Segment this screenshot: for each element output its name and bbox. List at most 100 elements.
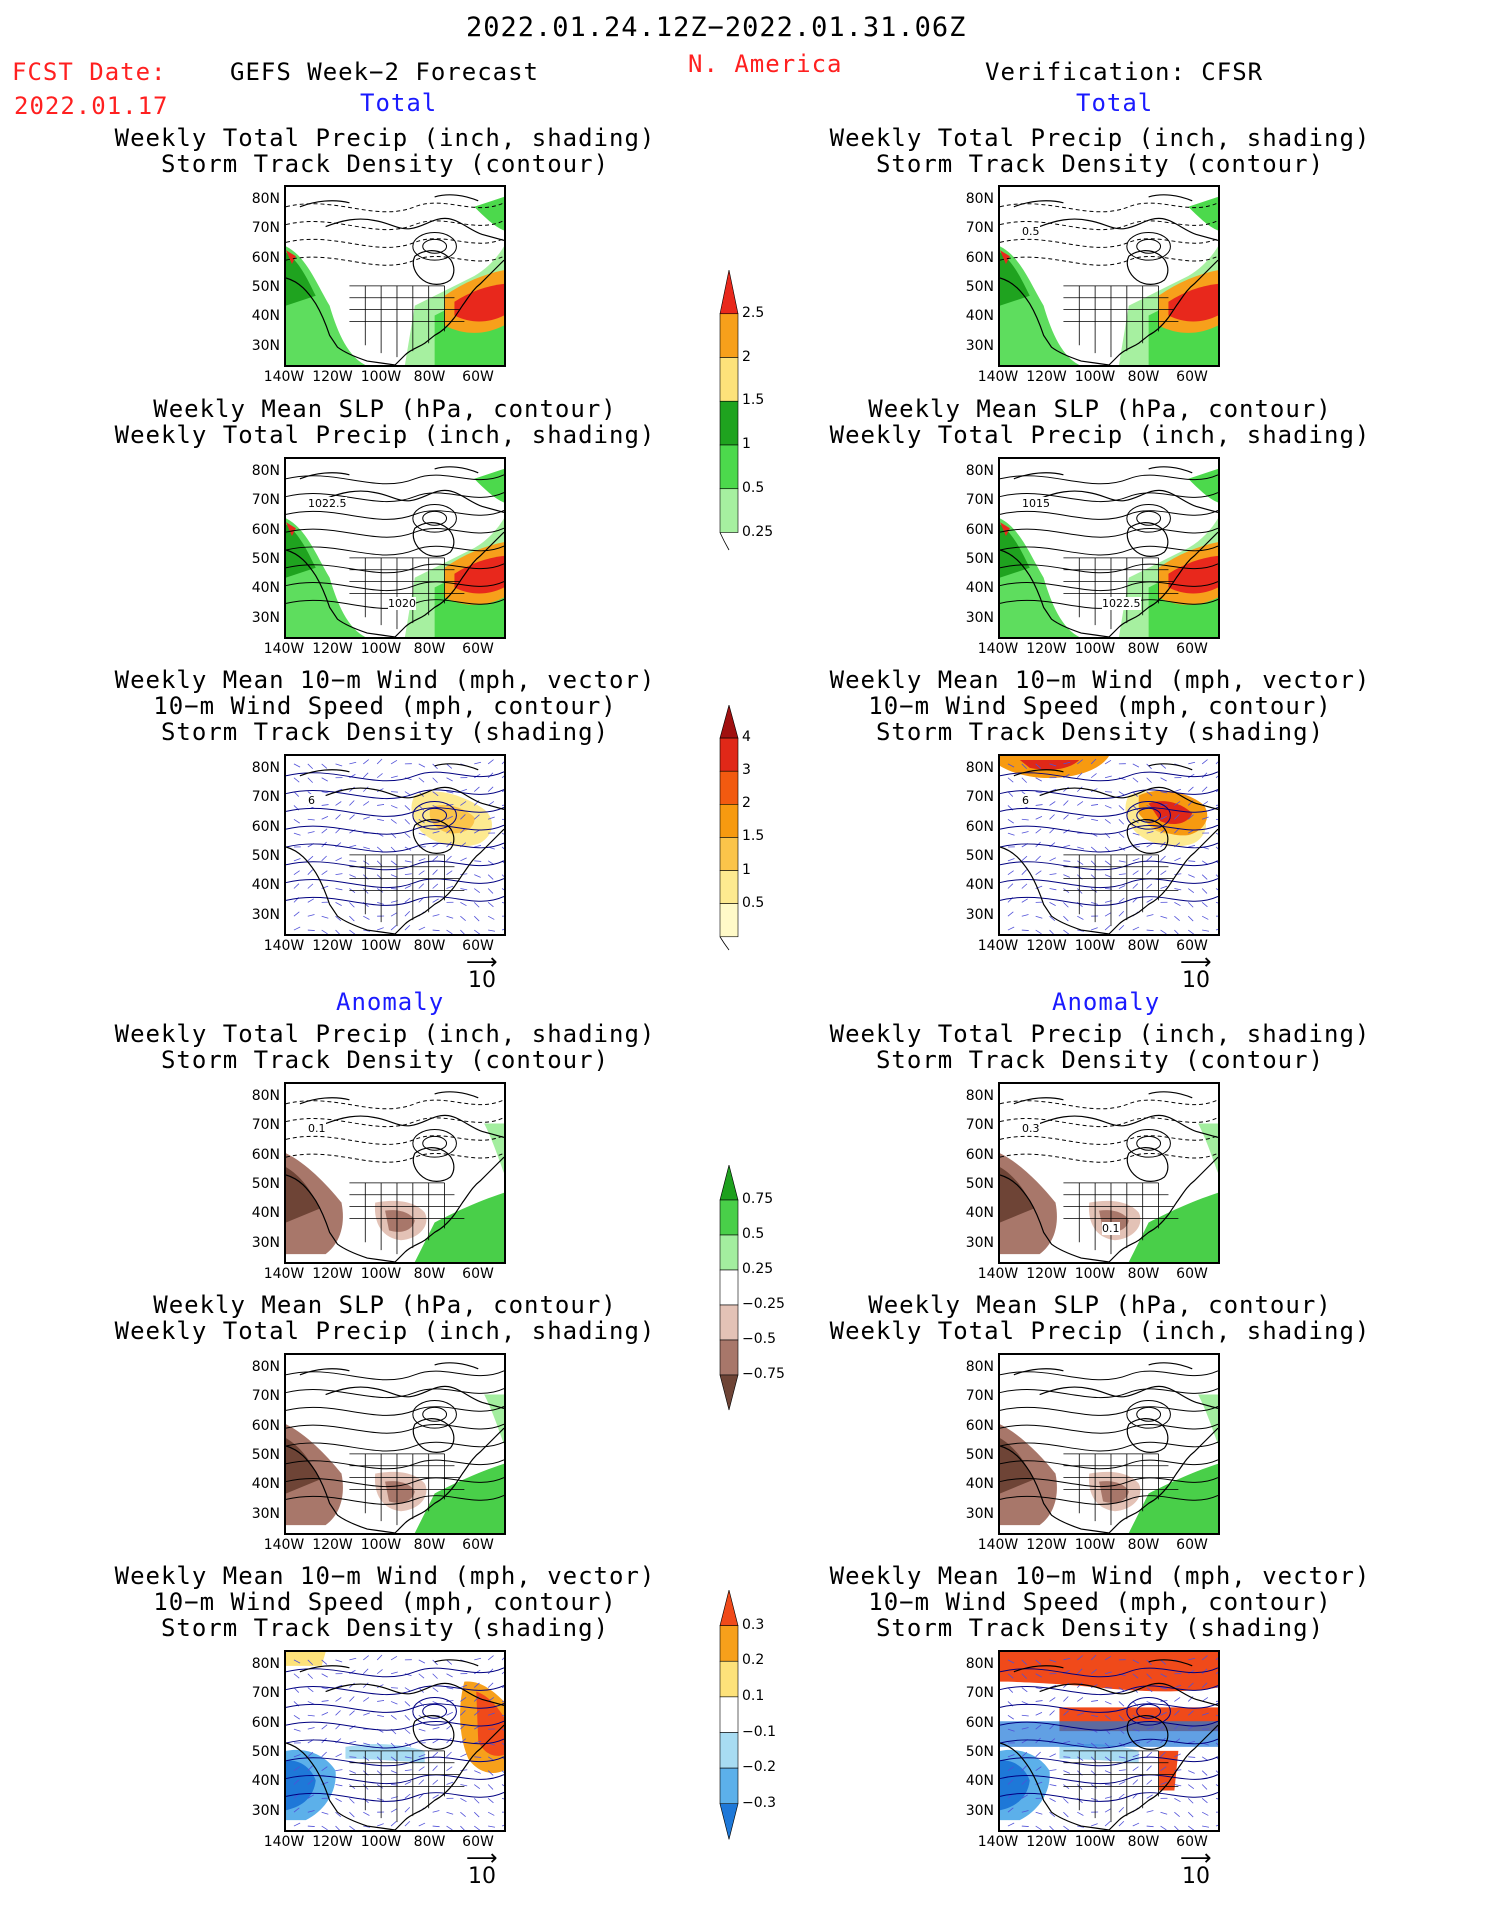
ver_anom_precip-contour-label: 0.3 — [1022, 1122, 1040, 1135]
ver_anom_wind-title-line: Storm Track Density (shading) — [875, 1614, 1325, 1642]
total_precip-colorbar-label: 2.5 — [742, 304, 765, 321]
lon-tick-label: 100W — [360, 1537, 402, 1553]
total_precip-colorbar-label: 1.5 — [742, 392, 765, 409]
ver_total_slp-contour-label: 1022.5 — [1102, 597, 1141, 610]
fcst_total_precip-title-line: Storm Track Density (contour) — [160, 150, 610, 178]
anom_precip-colorbar-label: −0.25 — [742, 1296, 785, 1312]
fcst_anom_wind-title-line: 10−m Wind Speed (mph, contour) — [153, 1588, 617, 1616]
fcst_total_slp-map — [284, 457, 506, 639]
lat-tick-label: 60N — [965, 1146, 994, 1163]
anom_precip-colorbar-label: −0.5 — [742, 1331, 776, 1347]
lon-tick-label: 140W — [977, 641, 1019, 657]
anom_precip-colorbar-label: 0.5 — [742, 1226, 765, 1242]
ver_anom_wind-title-line: Weekly Mean 10−m Wind (mph, vector) — [829, 1562, 1371, 1590]
lon-tick-label: 60W — [1176, 938, 1208, 954]
lat-tick-label: 60N — [965, 249, 994, 266]
anom_track-colorbar — [719, 1590, 739, 1840]
lon-tick-label: 140W — [977, 1834, 1019, 1850]
lat-tick-label: 30N — [965, 906, 994, 923]
lon-tick-label: 120W — [1026, 641, 1067, 657]
lon-tick-label: 100W — [360, 938, 402, 954]
fcst_total_wind-contour-label: 6 — [308, 794, 315, 807]
lon-tick-label: 120W — [1026, 1834, 1067, 1850]
ver_anom_slp-title-line: Weekly Mean SLP (hPa, contour) — [868, 1291, 1332, 1319]
ver_anom_precip-title-line: Weekly Total Precip (inch, shading) — [829, 1020, 1371, 1048]
lat-tick-label: 40N — [251, 1476, 280, 1493]
left-total-label: Total — [360, 89, 438, 117]
lat-tick-label: 40N — [251, 1205, 280, 1222]
lat-tick-label: 50N — [251, 847, 280, 864]
lon-tick-label: 80W — [413, 369, 446, 385]
lat-tick-label: 60N — [965, 818, 994, 835]
lon-tick-label: 120W — [312, 641, 353, 657]
lat-tick-label: 80N — [965, 1088, 994, 1104]
anom_track-colorbar-label: −0.2 — [742, 1759, 776, 1776]
fcst_total_slp-contour-label: 1020 — [388, 597, 416, 610]
lat-tick-label: 70N — [251, 789, 280, 806]
lon-tick-label: 60W — [462, 1537, 494, 1553]
lon-tick-label: 60W — [462, 938, 494, 954]
fcst_anom_slp-title-line: Weekly Mean SLP (hPa, contour) — [153, 1291, 617, 1319]
lon-tick-label: 100W — [360, 1834, 402, 1850]
lon-tick-label: 140W — [263, 641, 305, 657]
lon-tick-label: 60W — [462, 369, 494, 385]
lat-tick-label: 80N — [251, 463, 280, 479]
lat-tick-label: 60N — [251, 818, 280, 835]
lat-tick-label: 50N — [965, 1446, 994, 1463]
lon-tick-label: 120W — [312, 1834, 353, 1850]
lon-tick-label: 140W — [263, 1537, 305, 1553]
fcst-date-value: 2022.01.17 — [14, 92, 169, 120]
anom_track-colorbar-label: −0.3 — [742, 1794, 776, 1811]
lon-tick-label: 120W — [312, 1537, 353, 1553]
ver_total_slp-map — [998, 457, 1220, 639]
lon-tick-label: 60W — [462, 1266, 494, 1282]
lat-tick-label: 30N — [965, 1802, 994, 1819]
lat-tick-label: 70N — [965, 789, 994, 806]
lon-tick-label: 120W — [312, 1266, 353, 1282]
fcst_anom_precip-map — [284, 1082, 506, 1264]
ver_total_precip-contour-label: 0.5 — [1022, 225, 1040, 238]
lon-tick-label: 120W — [312, 369, 353, 385]
lat-tick-label: 50N — [965, 1743, 994, 1760]
lat-tick-label: 30N — [965, 609, 994, 626]
ver_anom_precip-title-line: Storm Track Density (contour) — [875, 1046, 1325, 1074]
lat-tick-label: 30N — [251, 1802, 280, 1819]
left-product-title: GEFS Week−2 Forecast — [230, 58, 539, 86]
lat-tick-label: 50N — [965, 278, 994, 295]
anom_track-colorbar-label: 0.2 — [742, 1652, 765, 1669]
vector-reference-label: 10 — [468, 1864, 496, 1889]
total_track-colorbar-label: 4 — [742, 729, 751, 746]
ver_anom_wind-map — [998, 1650, 1220, 1832]
ver_anom_wind-title-line: 10−m Wind Speed (mph, contour) — [868, 1588, 1332, 1616]
lon-tick-label: 100W — [360, 369, 402, 385]
lon-tick-label: 100W — [1074, 369, 1116, 385]
lat-tick-label: 60N — [251, 1146, 280, 1163]
ver_total_precip-title-line: Storm Track Density (contour) — [875, 150, 1325, 178]
lat-tick-label: 70N — [251, 1117, 280, 1134]
vector-reference-arrow-icon: ⟶ — [466, 1846, 498, 1871]
lat-tick-label: 80N — [251, 1656, 280, 1672]
ver_anom_precip-contour-label: 0.1 — [1102, 1222, 1120, 1235]
lon-tick-label: 140W — [263, 938, 305, 954]
lon-tick-label: 80W — [1127, 369, 1160, 385]
lon-tick-label: 80W — [413, 938, 446, 954]
fcst_total_slp-title-line: Weekly Mean SLP (hPa, contour) — [153, 395, 617, 423]
lon-tick-label: 100W — [1074, 1537, 1116, 1553]
right-product-title: Verification: CFSR — [985, 58, 1264, 86]
ver_total_slp-title-line: Weekly Total Precip (inch, shading) — [829, 421, 1371, 449]
lon-tick-label: 60W — [462, 1834, 494, 1850]
total_track-colorbar-label: 0.5 — [742, 894, 765, 911]
lon-tick-label: 100W — [1074, 938, 1116, 954]
left-anomaly-label: Anomaly — [336, 988, 445, 1016]
lat-tick-label: 50N — [251, 1175, 280, 1192]
lat-tick-label: 70N — [965, 1388, 994, 1405]
fcst-date-label: FCST Date: — [12, 58, 167, 86]
anom_precip-colorbar-label: 0.25 — [742, 1261, 774, 1277]
total_track-colorbar-label: 2 — [742, 795, 751, 812]
lat-tick-label: 60N — [251, 249, 280, 266]
ver_total_precip-map — [998, 185, 1220, 367]
fcst_anom_precip-contour-label: 0.1 — [308, 1122, 326, 1135]
fcst_total_wind-title-line: Storm Track Density (shading) — [160, 718, 610, 746]
fcst_total_wind-title-line: 10−m Wind Speed (mph, contour) — [153, 692, 617, 720]
lat-tick-label: 80N — [965, 463, 994, 479]
